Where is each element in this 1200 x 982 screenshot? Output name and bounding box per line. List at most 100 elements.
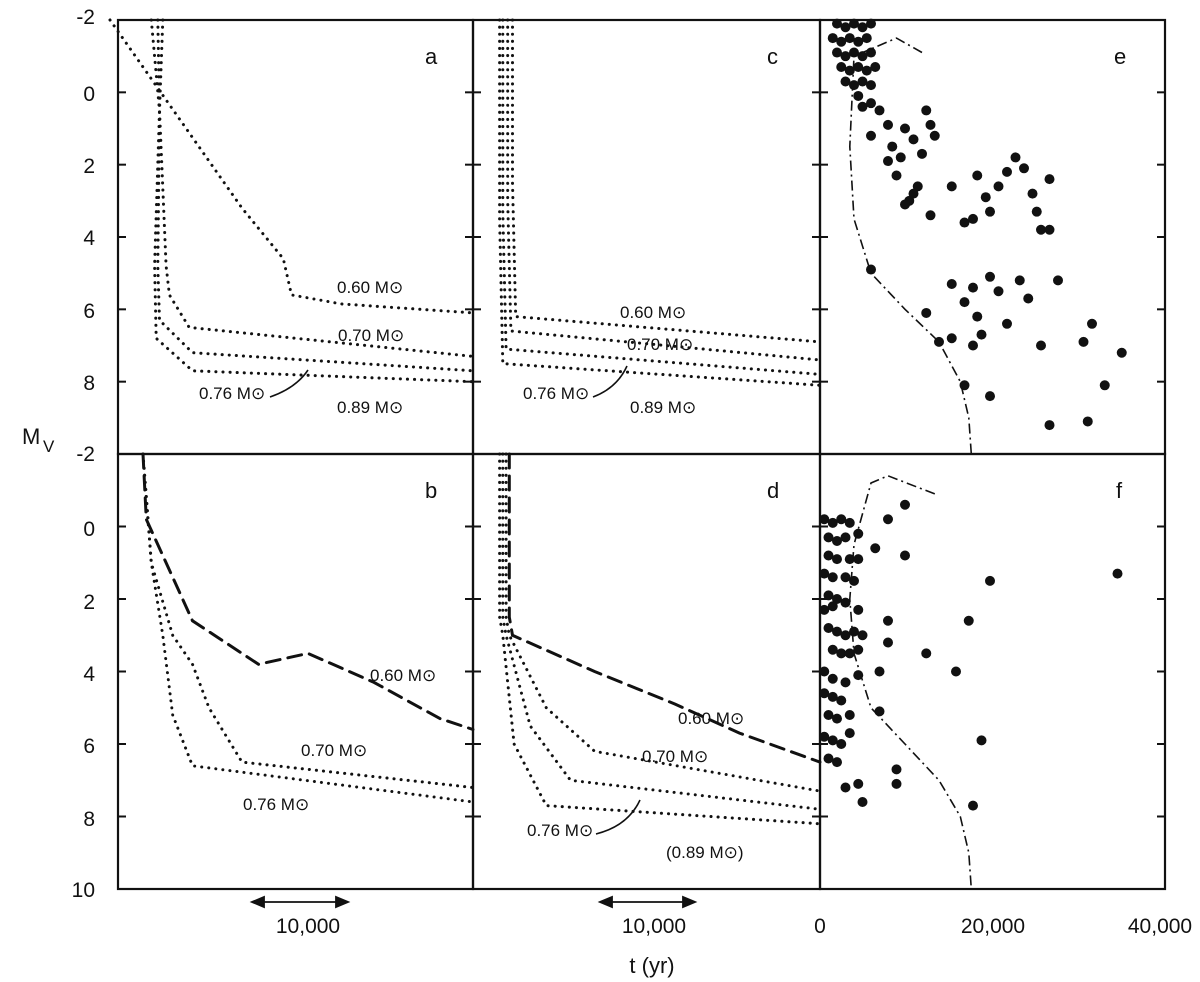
ytick-bottom-0: 0 xyxy=(83,518,95,541)
point-e-64 xyxy=(946,279,957,290)
point-e-36 xyxy=(929,130,940,141)
point-f-3 xyxy=(844,517,855,528)
point-f-59 xyxy=(823,753,834,764)
point-f-40 xyxy=(963,615,974,626)
x-axis-label: t (yr) xyxy=(629,953,674,978)
point-f-66 xyxy=(968,800,978,811)
scale-label-b: 10,000 xyxy=(276,915,340,938)
curve-a-1 xyxy=(149,18,475,358)
point-f-10 xyxy=(870,543,881,554)
point-e-26 xyxy=(866,98,876,109)
xtick-f-40000: 40,000 xyxy=(1128,915,1192,938)
point-f-38 xyxy=(853,644,864,655)
point-f-25 xyxy=(853,604,864,615)
panel-letter-a: a xyxy=(425,44,438,69)
point-f-5 xyxy=(832,536,842,546)
point-f-16 xyxy=(827,572,838,583)
panel-a-frame xyxy=(116,18,475,456)
point-f-1 xyxy=(827,517,838,528)
point-e-7 xyxy=(844,33,855,44)
point-f-61 xyxy=(891,764,902,775)
point-e-59 xyxy=(1031,206,1042,217)
point-e-16 xyxy=(844,65,855,76)
point-f-8 xyxy=(883,514,893,525)
label-c-076: 0.76 M⊙ xyxy=(523,384,589,403)
label-a-076: 0.76 M⊙ xyxy=(199,384,265,403)
label-a-089: 0.89 M⊙ xyxy=(337,398,403,417)
point-e-73 xyxy=(1014,275,1025,286)
point-e-37 xyxy=(921,105,932,116)
panel-f-frame xyxy=(818,452,1167,891)
point-e-68 xyxy=(976,329,987,340)
point-f-7 xyxy=(853,528,864,539)
panel-letter-d: d xyxy=(767,478,779,503)
point-e-84 xyxy=(1082,416,1093,427)
point-f-39 xyxy=(921,648,932,659)
point-f-62 xyxy=(840,782,851,793)
panel-letter-c: c xyxy=(767,44,778,69)
point-f-19 xyxy=(900,550,910,561)
point-f-4 xyxy=(823,532,834,543)
ytick-bottom-4: 4 xyxy=(83,663,95,686)
point-e-67 xyxy=(972,311,983,322)
y-axis-label: M xyxy=(22,424,40,449)
point-e-17 xyxy=(853,62,864,73)
point-e-74 xyxy=(1023,293,1034,304)
label-b-060: 0.60 M⊙ xyxy=(370,666,436,685)
point-f-46 xyxy=(951,666,961,677)
point-f-52 xyxy=(844,710,855,720)
curve-a-2 xyxy=(156,18,475,373)
point-e-52 xyxy=(1002,166,1012,177)
point-e-66 xyxy=(968,282,978,293)
point-f-54 xyxy=(819,731,830,742)
point-e-32 xyxy=(900,123,910,134)
point-f-24 xyxy=(827,601,838,612)
point-e-82 xyxy=(985,391,995,402)
point-f-22 xyxy=(840,597,851,608)
point-f-31 xyxy=(849,626,859,637)
point-e-22 xyxy=(857,76,868,87)
point-f-29 xyxy=(832,626,842,637)
point-f-56 xyxy=(836,739,847,749)
point-e-53 xyxy=(1010,152,1021,163)
point-f-6 xyxy=(840,532,851,543)
point-f-42 xyxy=(827,673,838,684)
point-e-44 xyxy=(925,210,936,221)
point-e-30 xyxy=(887,141,898,152)
curve-b-0 xyxy=(141,452,475,731)
point-e-77 xyxy=(1078,336,1089,347)
point-f-9 xyxy=(900,499,910,510)
point-f-57 xyxy=(844,728,855,739)
point-e-54 xyxy=(1019,163,1029,174)
point-e-20 xyxy=(840,76,851,87)
point-e-4 xyxy=(866,18,876,29)
point-e-72 xyxy=(1002,318,1012,329)
point-e-51 xyxy=(993,181,1004,192)
scale-arrow-d xyxy=(597,895,698,909)
point-e-79 xyxy=(1099,380,1110,391)
panel-d-frame xyxy=(471,452,822,891)
point-e-49 xyxy=(980,192,991,203)
point-f-33 xyxy=(883,615,893,626)
point-e-24 xyxy=(853,90,864,101)
label-d-070: 0.70 M⊙ xyxy=(642,747,708,766)
label-d-089: (0.89 M⊙) xyxy=(666,843,744,862)
point-e-43 xyxy=(900,199,910,210)
point-e-34 xyxy=(917,148,927,159)
point-f-37 xyxy=(844,648,855,659)
panel-letter-b: b xyxy=(425,478,437,503)
scale-arrow-b xyxy=(249,895,351,909)
leader-c-076 xyxy=(592,365,628,398)
point-f-2 xyxy=(836,514,847,525)
curve-b-2 xyxy=(141,452,475,804)
point-f-65 xyxy=(891,778,902,789)
point-e-75 xyxy=(1036,340,1046,351)
point-e-63 xyxy=(946,333,957,344)
point-f-12 xyxy=(853,554,864,565)
point-f-15 xyxy=(819,568,830,579)
ytick-bottom-8: 8 xyxy=(83,808,95,831)
curve-d-0 xyxy=(507,452,822,764)
label-d-060: 0.60 M⊙ xyxy=(678,709,744,728)
curve-a-0 xyxy=(108,18,475,315)
